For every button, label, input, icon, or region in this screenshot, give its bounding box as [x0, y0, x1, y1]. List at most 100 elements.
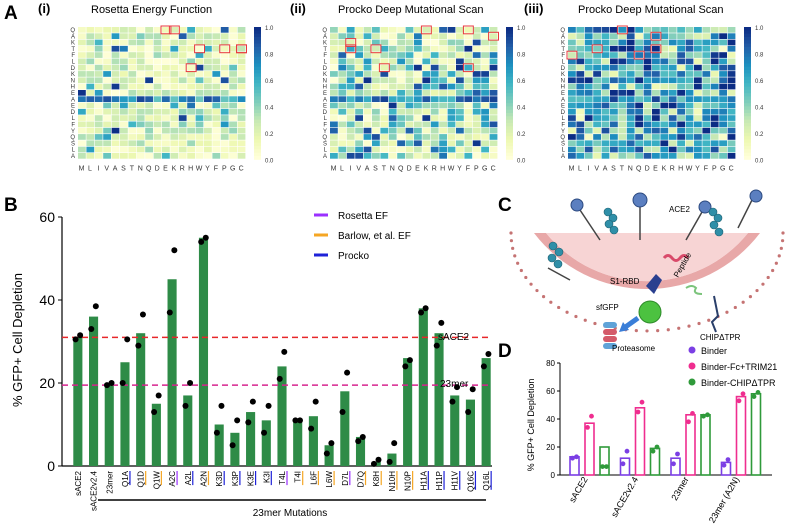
heatmap-cell	[430, 108, 439, 115]
bar-n10p	[403, 358, 413, 466]
heatmap-cell	[363, 52, 372, 58]
heatmap-cell	[178, 27, 187, 33]
heatmap-cell	[120, 64, 128, 71]
heatmap-cell	[719, 33, 727, 39]
d-point	[639, 399, 645, 405]
colorbar-segment	[744, 119, 751, 124]
heatmap-cell	[237, 127, 246, 134]
heatmap-y-label: A	[71, 34, 75, 40]
heatmap-cell	[120, 146, 128, 153]
membrane-dot	[741, 300, 745, 304]
heatmap-cell	[153, 71, 162, 77]
heatmap-cell	[618, 83, 627, 90]
xtick-h11v: H11V	[451, 470, 460, 490]
xtick-l6f: L6F	[309, 471, 318, 485]
heatmap-cell	[430, 27, 439, 33]
heatmap-y-label: K	[561, 72, 565, 78]
colorbar-segment	[254, 93, 261, 97]
heatmap-cell	[86, 52, 95, 58]
heatmap-cell	[397, 102, 405, 109]
heatmap-cell	[481, 58, 489, 65]
heatmap-cell	[145, 64, 153, 71]
heatmap-cell	[456, 64, 464, 71]
point-k3p	[234, 417, 241, 424]
heatmap-cell	[111, 77, 120, 84]
heatmap-cell	[363, 102, 372, 109]
heatmap-cell	[472, 33, 481, 39]
heatmap-cell	[635, 96, 643, 102]
colorbar-segment	[506, 46, 513, 51]
heatmap-cell	[710, 140, 719, 147]
heatmap-cell	[626, 33, 635, 39]
heatmap-cell	[128, 96, 137, 102]
heatmap-cell	[456, 121, 464, 128]
heatmap-cell	[472, 127, 481, 134]
heatmap-cell	[346, 96, 355, 102]
heatmap-cell	[668, 83, 677, 90]
xtick-d7l: D7L	[341, 470, 350, 485]
colorbar-segment	[506, 73, 513, 78]
colorbar-segment	[506, 142, 513, 147]
heatmap-cell	[439, 83, 447, 90]
heatmap-cell	[576, 153, 585, 159]
heatmap-cell	[481, 64, 489, 71]
heatmap-cell	[694, 45, 702, 52]
colorbar-tick: 1.0	[517, 26, 526, 32]
heatmap-cell	[652, 108, 660, 115]
heatmap-cell	[464, 58, 473, 65]
label-ace2: ACE2	[669, 205, 690, 214]
heatmap-cell	[237, 64, 246, 71]
colorbar-segment	[254, 119, 261, 124]
heatmap-cell	[584, 115, 593, 121]
heatmap-cell	[363, 96, 372, 102]
heatmap-cell	[372, 153, 380, 159]
heatmap-cell	[388, 146, 397, 153]
heatmap-cell	[372, 71, 380, 77]
colorbar-segment	[744, 139, 751, 144]
heatmap-cell	[86, 71, 95, 77]
heatmap-cell	[94, 64, 103, 71]
heatmap-cell	[601, 96, 610, 102]
heatmap-cell	[489, 64, 498, 71]
heatmap-cell	[229, 77, 237, 84]
colorbar-segment	[506, 89, 513, 94]
heatmap-cell	[397, 121, 405, 128]
colorbar-segment	[254, 96, 261, 101]
xtick-d7q: D7Q	[357, 471, 366, 487]
heatmap-cell	[430, 90, 439, 96]
heatmap-cell	[153, 140, 162, 147]
heatmap-cell	[220, 102, 229, 109]
heatmap-cell	[388, 27, 397, 33]
heatmap-cell	[727, 71, 736, 77]
heatmap-cell	[472, 108, 481, 115]
heatmap-cell	[635, 71, 643, 77]
heatmap-cell	[652, 115, 660, 121]
point-q16c	[469, 386, 476, 393]
heatmap-cell	[86, 108, 95, 115]
heatmap-cell	[330, 45, 338, 52]
heatmap-cell	[660, 90, 669, 96]
heatmap-cell	[447, 108, 456, 115]
heatmap-highlight-box	[650, 31, 662, 41]
membrane-dot	[725, 310, 729, 314]
heatmap-cell	[363, 39, 372, 46]
heatmap-cell	[439, 90, 447, 96]
membrane-dot	[733, 305, 737, 310]
colorbar-segment	[506, 152, 513, 157]
heatmap-cell	[338, 52, 347, 58]
heatmap-cell	[162, 71, 170, 77]
heatmap-cell	[489, 39, 498, 46]
heatmap-cell	[610, 146, 618, 153]
heatmap-cell	[237, 58, 246, 65]
heatmap-cell	[414, 115, 422, 121]
colorbar-tick: 0.2	[517, 132, 526, 138]
colorbar-segment	[744, 73, 751, 78]
colorbar-segment	[744, 43, 751, 48]
heatmap-cell	[685, 134, 694, 140]
bar-k3p	[230, 432, 240, 466]
heatmap-cell	[643, 77, 652, 84]
heatmap-cell	[489, 140, 498, 147]
heatmap-cell	[694, 83, 702, 90]
xtick-t4i: T4I	[294, 471, 303, 483]
heatmap-y-label: E	[323, 91, 327, 97]
